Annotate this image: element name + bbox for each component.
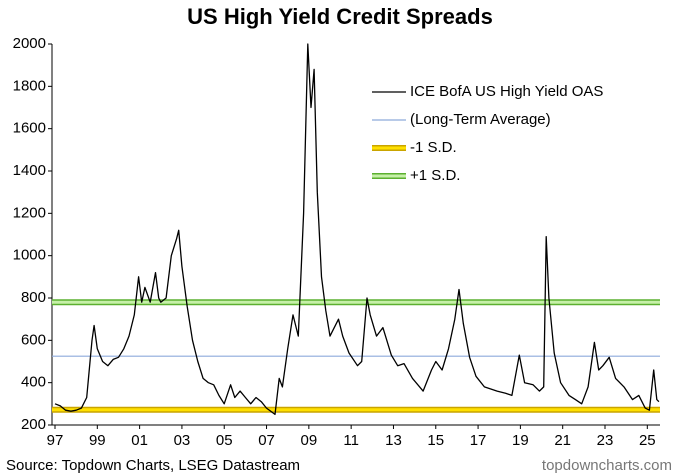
source: Source: Topdown Charts, LSEG Datastream xyxy=(6,457,300,474)
y-tick-label: 1400 xyxy=(13,162,46,179)
y-tick-label: 600 xyxy=(21,331,46,348)
legend-label: ICE BofA US High Yield OAS xyxy=(410,83,603,100)
legend-label: (Long-Term Average) xyxy=(410,111,551,128)
y-tick-label: 2000 xyxy=(13,35,46,52)
x-tick-label: 09 xyxy=(301,432,318,449)
y-tick-label: 800 xyxy=(21,289,46,306)
x-tick-label: 15 xyxy=(427,432,444,449)
x-tick-label: 05 xyxy=(216,432,233,449)
x-tick-label: 03 xyxy=(174,432,191,449)
y-tick-label: 1000 xyxy=(13,247,46,264)
legend-label: +1 S.D. xyxy=(410,167,460,184)
x-tick-label: 11 xyxy=(343,432,359,449)
x-tick-label: 25 xyxy=(639,432,656,449)
y-tick-label: 1200 xyxy=(13,204,46,221)
y-tick-label: 1600 xyxy=(13,120,46,137)
x-tick-label: 01 xyxy=(131,432,148,449)
x-tick-label: 07 xyxy=(258,432,275,449)
legend-label: -1 S.D. xyxy=(410,139,457,156)
x-tick-label: 21 xyxy=(554,432,571,449)
x-tick-label: 23 xyxy=(597,432,614,449)
x-tick-label: 99 xyxy=(89,432,106,449)
x-tick-label: 13 xyxy=(385,432,402,449)
chart-title: US High Yield Credit Spreads xyxy=(187,4,493,29)
y-tick-label: 400 xyxy=(21,374,46,391)
y-tick-label: 200 xyxy=(21,416,46,433)
x-tick-label: 17 xyxy=(470,432,487,449)
series-line xyxy=(54,43,660,416)
x-tick-label: 97 xyxy=(47,432,64,449)
watermark: topdowncharts.com xyxy=(542,457,672,474)
y-tick-label: 1800 xyxy=(13,77,46,94)
x-tick-label: 19 xyxy=(512,432,529,449)
